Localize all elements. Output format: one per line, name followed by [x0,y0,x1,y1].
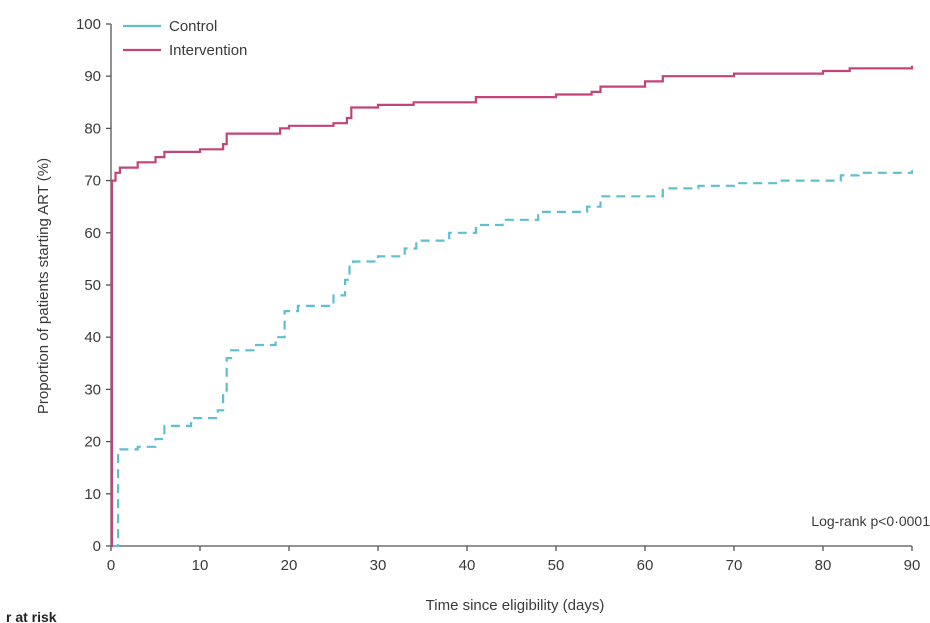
axes [110,24,912,547]
x-tick-label: 70 [726,557,743,574]
x-tick-label: 40 [459,557,476,574]
x-tick-label: 20 [281,557,298,574]
x-axis-title: Time since eligibility (days) [426,597,605,614]
number-at-risk-label: r at risk [6,609,57,623]
x-tick-label: 50 [548,557,565,574]
legend: Control Intervention [123,18,247,59]
y-tick-label: 30 [84,381,101,398]
ticks: 0 10 20 30 40 50 60 70 80 90 0 10 20 30 40 50 60 70 80 90 10… [76,16,920,574]
legend-label-intervention: Intervention [169,42,247,59]
y-tick-label: 0 [93,538,101,555]
x-tick-label: 80 [815,557,832,574]
series-line-intervention [110,65,914,548]
y-tick-label: 10 [84,486,101,503]
series [110,65,914,548]
y-tick-label: 80 [84,120,101,137]
x-tick-label: 0 [107,557,115,574]
logrank-annotation: Log-rank p<0·0001 [811,513,930,529]
x-tick-label: 10 [192,557,209,574]
y-tick-label: 90 [84,68,101,85]
x-tick-label: 90 [904,557,921,574]
y-tick-label: 50 [84,277,101,294]
y-tick-label: 60 [84,225,101,242]
legend-label-control: Control [169,18,217,35]
y-tick-label: 70 [84,173,101,190]
series-line-control [111,170,914,548]
y-axis-title: Proportion of patients starting ART (%) [35,158,52,414]
y-tick-label: 20 [84,434,101,451]
x-tick-label: 60 [637,557,654,574]
y-tick-label: 40 [84,329,101,346]
x-tick-label: 30 [370,557,387,574]
y-tick-label: 100 [76,16,101,33]
